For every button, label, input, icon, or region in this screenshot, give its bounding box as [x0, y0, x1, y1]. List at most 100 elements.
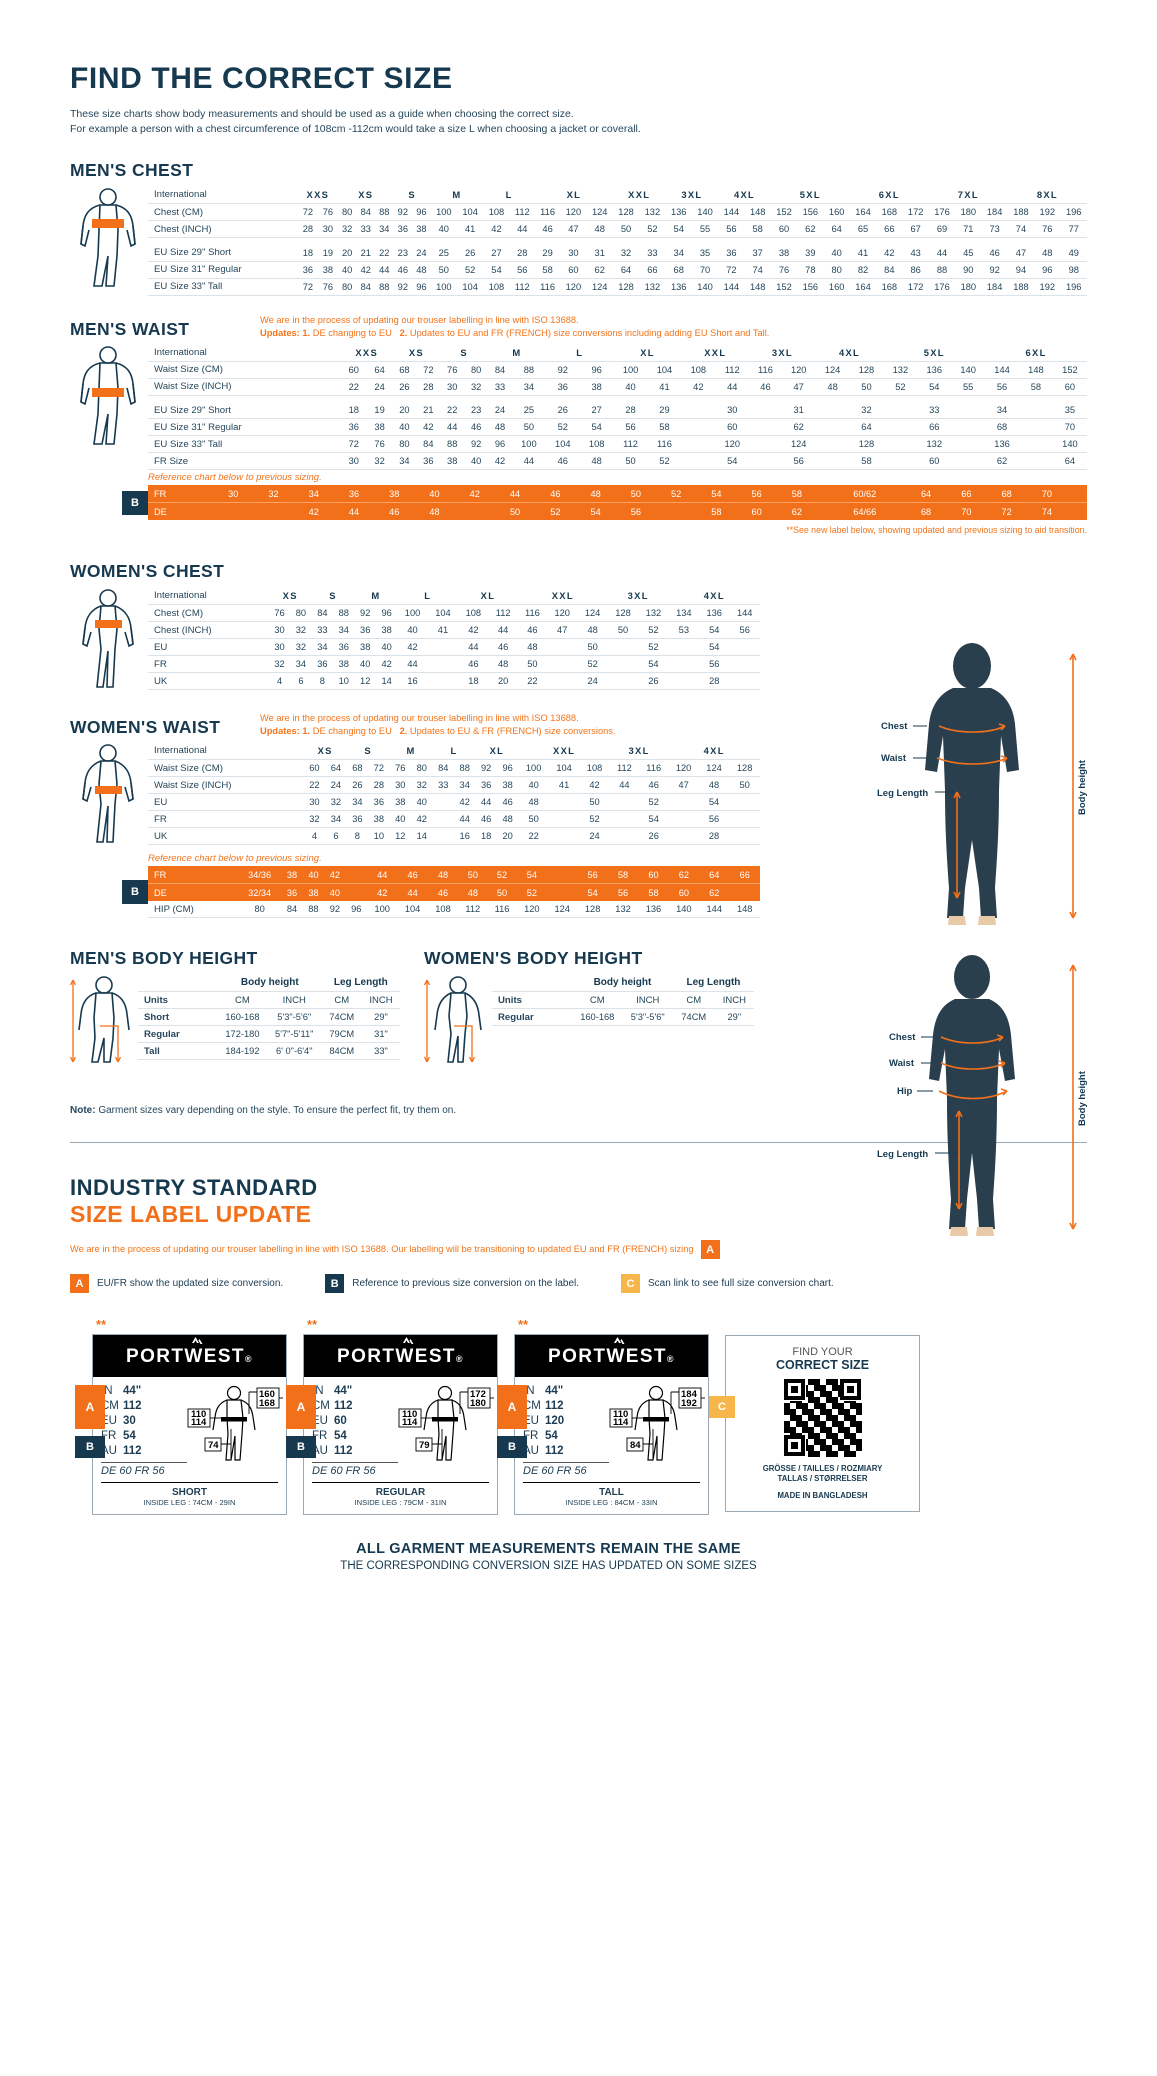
table-cell: 48: [488, 655, 518, 673]
table-cell: 47: [560, 220, 587, 238]
table-cell: 50: [613, 452, 648, 470]
table-cell: 144: [718, 278, 745, 296]
table-cell: [729, 827, 760, 845]
table-cell: 23: [393, 244, 413, 262]
size-group-header: 5XL: [883, 343, 986, 362]
table-cell: [668, 638, 700, 656]
table-cell: [547, 883, 578, 901]
waist-box-upper: 110: [191, 1409, 206, 1420]
table-cell: [547, 672, 578, 690]
table-cell: 104: [456, 278, 484, 296]
row-label: International: [148, 343, 341, 362]
table-cell: 32: [411, 776, 433, 794]
size-group-header: XL: [458, 587, 518, 605]
table-cell: 50: [607, 621, 639, 639]
table-row: FR Size 30 32 34 36 38 40 42 44 46 48 50 52 54 56 58 60 6…: [148, 452, 1087, 470]
table-cell: 26: [456, 244, 484, 262]
size-group-header: XL: [534, 186, 613, 204]
spec-fr: FR 54: [312, 1430, 347, 1442]
table-cell: 30: [715, 402, 750, 419]
table-cell: 30: [340, 452, 367, 470]
table-cell: 58: [1018, 378, 1053, 396]
table-cell: [729, 655, 760, 673]
table-cell: 42: [416, 418, 441, 436]
table-cell: [815, 402, 850, 419]
table-cell: 136: [917, 361, 952, 379]
table-cell: [951, 402, 986, 419]
table-cell: 80: [411, 759, 433, 777]
table-cell: 92: [981, 261, 1008, 279]
notice-update-1-num-women: 1.: [302, 726, 311, 736]
table-cell: 40: [392, 418, 417, 436]
row-label: EU Size 31" Regular: [148, 418, 341, 436]
notice-update-1-num: 1.: [302, 327, 311, 338]
table-cell: [668, 793, 699, 811]
table-cell: 84: [416, 435, 441, 453]
table-cell: 28: [699, 672, 730, 690]
size-group-header: L: [483, 186, 535, 204]
qr-code-image[interactable]: [783, 1379, 862, 1457]
table-cell: 42: [356, 261, 376, 279]
table-cell: 28: [416, 378, 441, 396]
table-cell: 41: [647, 378, 682, 396]
table-spacer: [148, 238, 1087, 245]
table-cell: 34: [293, 485, 334, 503]
table-cell: 24: [412, 244, 431, 262]
table-cell: 70: [1052, 418, 1087, 436]
table-spacer: [148, 395, 1087, 402]
table-cell: 6: [325, 827, 347, 845]
table-cell: 38: [389, 793, 412, 811]
key-badge-a: A: [70, 1274, 89, 1293]
table-cell: 192: [1034, 203, 1061, 221]
table-cell: 42: [411, 810, 433, 828]
table-cell: 32: [612, 244, 640, 262]
leg-box: 84: [630, 1440, 641, 1451]
table-cell: 64: [823, 220, 850, 238]
table-cell: 68: [986, 485, 1027, 503]
table-cell: 56: [613, 418, 648, 436]
size-group-header: M: [488, 343, 546, 362]
table-cell: 48: [488, 418, 512, 436]
table-cell: 72: [368, 759, 390, 777]
fit-note-label: Note:: [70, 1105, 96, 1116]
table-cell: 120: [781, 361, 816, 379]
table-cell: 33: [917, 402, 952, 419]
intro-line-1: These size charts show body measurements…: [70, 108, 574, 120]
label-badge-b: B: [75, 1436, 105, 1458]
row-label: EU Size 29" Short: [148, 402, 341, 419]
size-group-header: XXL: [612, 186, 666, 204]
height-group-header: Body height: [218, 974, 322, 992]
table-cell: [951, 418, 986, 436]
table-cell: 46: [535, 485, 576, 503]
table-cell: 34: [511, 378, 546, 396]
table-cell: 44: [397, 655, 428, 673]
table-cell: 48: [518, 793, 549, 811]
row-label: FR: [148, 485, 214, 503]
table-cell: 54: [639, 810, 669, 828]
table-cell: [681, 418, 716, 436]
table-cell: 24: [579, 827, 610, 845]
table-cell: 36: [333, 638, 355, 656]
spec-au: AU 112: [101, 1445, 142, 1457]
table-cell: 136: [665, 203, 692, 221]
table-cell: 69: [928, 220, 956, 238]
table-cell: 72: [340, 435, 367, 453]
table-cell: 144: [985, 361, 1019, 379]
table-cell: 40: [414, 485, 455, 503]
table-cell: 54: [699, 621, 730, 639]
footer-line-1: ALL GARMENT MEASUREMENTS REMAIN THE SAME: [356, 1541, 741, 1557]
size-group-header: L: [397, 587, 459, 605]
table-row: Chest (INCH) 30 32 33 34 36 38 40 41 42 44 46 47 48 50…: [148, 621, 760, 639]
brand-header: PORTWEST®: [93, 1335, 286, 1377]
table-cell: 55: [691, 220, 719, 238]
waist-box-lower: 114: [191, 1417, 207, 1428]
size-group-header: L: [432, 742, 476, 760]
table-row: Waist Size (CM) 60 64 68 72 76 80 84 88 92 96 100 10…: [148, 361, 1087, 379]
key-item-b: B Reference to previous size conversion …: [325, 1274, 579, 1293]
table-cell: 36: [297, 261, 318, 279]
table-cell: 41: [456, 220, 484, 238]
table-cell: 33: [356, 220, 376, 238]
table-cell: 84: [356, 278, 376, 296]
spec-au: AU 112: [312, 1445, 353, 1457]
table-cell: 46: [464, 418, 489, 436]
